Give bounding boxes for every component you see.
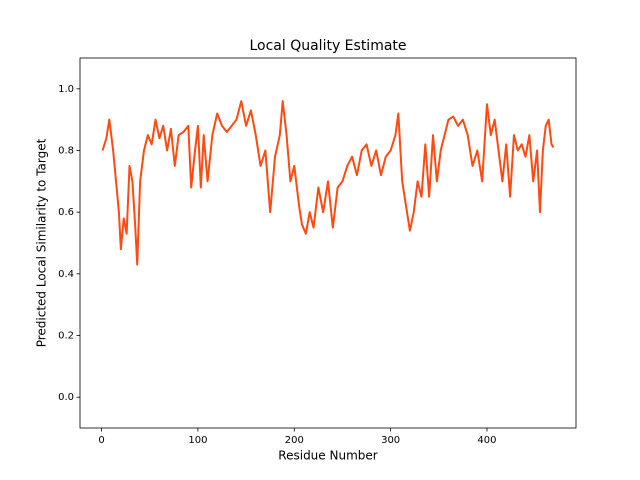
x-tick-label: 0 — [98, 435, 104, 446]
x-tick-label: 100 — [188, 435, 207, 446]
data-line — [101, 100, 555, 266]
x-axis-label: Residue Number — [278, 449, 377, 463]
y-tick-label: 0.4 — [58, 269, 74, 280]
x-tick-label: 200 — [285, 435, 304, 446]
y-tick-label: 0.2 — [58, 331, 74, 342]
x-tick-label: 300 — [381, 435, 400, 446]
y-axis-label: Predicted Local Similarity to Target — [35, 138, 49, 347]
axes-frame — [79, 57, 577, 429]
y-tick-label: 0.0 — [58, 392, 74, 403]
y-tick-label: 0.8 — [58, 146, 74, 157]
y-tick-label: 0.6 — [58, 207, 74, 218]
y-tick-label: 1.0 — [58, 84, 74, 95]
x-tick-label: 400 — [477, 435, 496, 446]
chart-title: Local Quality Estimate — [249, 38, 406, 54]
